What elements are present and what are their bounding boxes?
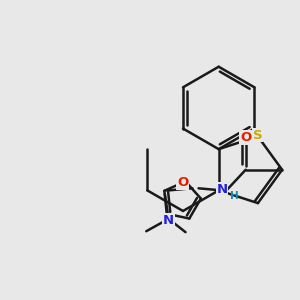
Text: N: N (216, 183, 227, 196)
Text: O: O (177, 176, 188, 189)
Text: N: N (163, 214, 174, 227)
Text: H: H (230, 191, 238, 201)
Text: O: O (240, 131, 251, 144)
Text: S: S (253, 128, 263, 142)
